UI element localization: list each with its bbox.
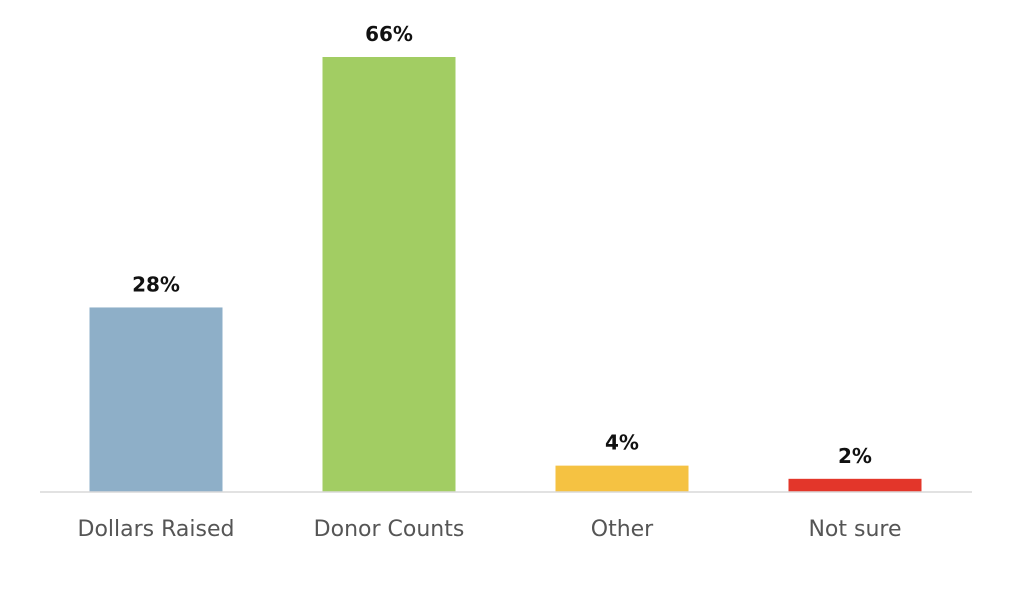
category-label-dollars-raised: Dollars Raised — [78, 517, 235, 542]
bar-not-sure — [788, 478, 922, 492]
data-label-dollars-raised: 28% — [132, 272, 180, 296]
data-label-other: 4% — [605, 431, 639, 455]
bar-dollars-raised — [89, 307, 223, 492]
category-label-donor-counts: Donor Counts — [314, 517, 465, 542]
category-label-not-sure: Not sure — [808, 517, 901, 542]
data-label-donor-counts: 66% — [365, 22, 413, 46]
category-label-other: Other — [591, 517, 654, 542]
bar-donor-counts — [322, 57, 456, 492]
bar-other — [555, 465, 689, 492]
data-label-not-sure: 2% — [838, 444, 872, 468]
